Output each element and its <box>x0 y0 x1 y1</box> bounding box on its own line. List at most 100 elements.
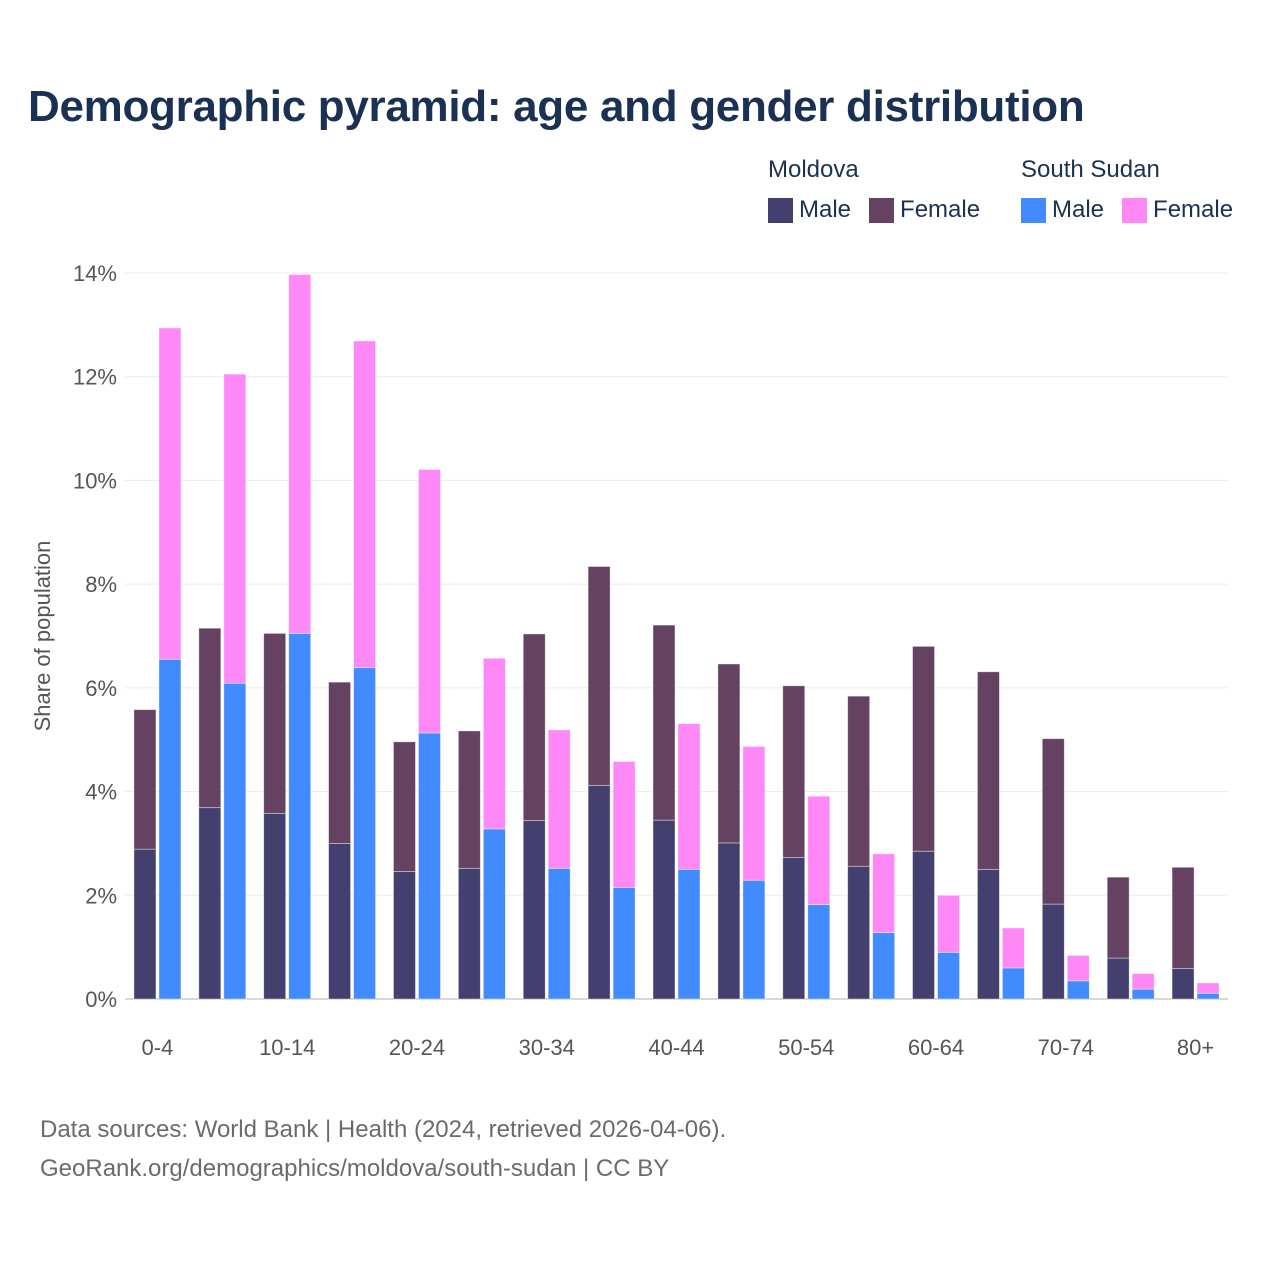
bar-south-sudan-male[interactable] <box>937 951 960 1000</box>
bar-south-sudan-male[interactable] <box>612 887 636 1000</box>
bar-south-sudan-female[interactable] <box>937 894 960 953</box>
bar-moldova-female[interactable] <box>1041 738 1065 905</box>
bar-moldova-male[interactable] <box>912 850 935 1000</box>
legend-label: Male <box>1052 196 1105 223</box>
y-tick-label: 0% <box>85 987 117 1012</box>
y-tick-label: 12% <box>73 365 117 390</box>
bar-south-sudan-female[interactable] <box>1066 955 1090 982</box>
bar-south-sudan-male[interactable] <box>1066 980 1090 1000</box>
bar-south-sudan-female[interactable] <box>158 327 182 660</box>
legend-label: Male <box>799 196 852 223</box>
bar-south-sudan-female[interactable] <box>1002 927 1025 969</box>
bar-south-sudan-male[interactable] <box>677 868 701 1000</box>
legend-swatch-icon <box>1021 197 1046 223</box>
legend-swatch-icon <box>869 197 895 223</box>
bar-moldova-female[interactable] <box>522 633 546 822</box>
x-tick-label: 20-24 <box>389 1035 445 1060</box>
bar-south-sudan-female[interactable] <box>223 373 247 684</box>
bar-moldova-male[interactable] <box>263 812 287 1000</box>
legend-swatch-icon <box>768 197 793 223</box>
y-tick-label: 6% <box>85 676 117 701</box>
bar-south-sudan-female[interactable] <box>418 469 441 734</box>
legend-item-south-sudan-female[interactable]: Female <box>1122 196 1233 224</box>
bar-south-sudan-male[interactable] <box>418 732 441 1000</box>
bar-south-sudan-male[interactable] <box>288 633 312 1000</box>
y-axis-ticks: 0% 2% 4% 6% 8% 10% 12% 14% <box>73 261 117 1012</box>
bar-moldova-male[interactable] <box>198 807 222 1000</box>
bar-south-sudan-male[interactable] <box>1131 988 1155 1000</box>
footer-attribution[interactable]: GeoRank.org/demographics/moldova/south-s… <box>40 1155 670 1182</box>
bar-south-sudan-female[interactable] <box>1131 973 1155 990</box>
bar-south-sudan-male[interactable] <box>742 879 766 1000</box>
y-tick-label: 8% <box>85 572 117 597</box>
bar-moldova-female[interactable] <box>263 633 287 814</box>
bar-moldova-male[interactable] <box>977 868 1000 1000</box>
legend-label: Female <box>1153 196 1234 223</box>
bar-south-sudan-female[interactable] <box>547 729 571 869</box>
bar-moldova-female[interactable] <box>717 663 741 844</box>
x-tick-label: 40-44 <box>648 1035 704 1060</box>
bar-south-sudan-female[interactable] <box>1196 982 1220 994</box>
bar-moldova-female[interactable] <box>328 681 351 844</box>
bar-moldova-female[interactable] <box>587 566 611 786</box>
bar-south-sudan-female[interactable] <box>353 340 376 669</box>
bar-moldova-male[interactable] <box>717 842 741 1000</box>
bar-south-sudan-female[interactable] <box>807 795 831 906</box>
bar-south-sudan-female[interactable] <box>288 274 312 634</box>
legend-title-moldova: Moldova <box>768 156 859 183</box>
bar-moldova-male[interactable] <box>652 819 676 1000</box>
bar-moldova-female[interactable] <box>847 695 871 867</box>
bar-south-sudan-male[interactable] <box>223 682 247 1000</box>
bar-moldova-male[interactable] <box>133 848 157 1000</box>
bar-south-sudan-female[interactable] <box>482 657 506 830</box>
legend-south-sudan: South Sudan Male Female <box>1021 156 1233 230</box>
bar-moldova-female[interactable] <box>977 671 1000 870</box>
bar-moldova-male[interactable] <box>457 867 481 1000</box>
chart-title: Demographic pyramid: age and gender dist… <box>28 82 1085 131</box>
x-axis-ticks: 0-4 10-14 20-24 30-34 40-44 50-54 60-64 70-74 80… <box>142 1035 1215 1060</box>
x-tick-label: 30-34 <box>519 1035 575 1060</box>
y-tick-label: 10% <box>73 468 117 493</box>
y-axis-title: Share of population <box>30 541 55 732</box>
bar-moldova-male[interactable] <box>522 820 546 1000</box>
x-tick-label: 80+ <box>1177 1035 1214 1060</box>
bar-moldova-male[interactable] <box>587 784 611 1000</box>
bar-south-sudan-male[interactable] <box>482 828 506 1000</box>
legend-item-moldova-male[interactable]: Male <box>768 196 851 224</box>
x-tick-label: 60-64 <box>908 1035 964 1060</box>
bar-moldova-female[interactable] <box>1171 866 1195 969</box>
bar-south-sudan-male[interactable] <box>1196 992 1220 1000</box>
bar-moldova-female[interactable] <box>652 624 676 821</box>
bar-south-sudan-female[interactable] <box>872 853 896 934</box>
bar-moldova-male[interactable] <box>328 843 351 1000</box>
bar-moldova-female[interactable] <box>912 645 935 852</box>
bar-south-sudan-female[interactable] <box>677 723 701 870</box>
legend-item-south-sudan-male[interactable]: Male <box>1021 196 1104 224</box>
bar-moldova-female[interactable] <box>457 730 481 869</box>
bar-south-sudan-male[interactable] <box>158 658 182 1000</box>
legend-moldova: Moldova Male Female <box>768 156 998 230</box>
bar-moldova-male[interactable] <box>393 871 416 1000</box>
bar-south-sudan-male[interactable] <box>872 932 896 1000</box>
bar-south-sudan-female[interactable] <box>742 746 766 881</box>
bar-south-sudan-male[interactable] <box>1002 967 1025 1000</box>
bar-south-sudan-male[interactable] <box>807 904 831 1000</box>
bar-south-sudan-female[interactable] <box>612 761 636 888</box>
bar-south-sudan-male[interactable] <box>547 867 571 1000</box>
legend-label: Female <box>900 196 981 223</box>
bar-moldova-male[interactable] <box>1106 957 1130 1000</box>
bar-moldova-male[interactable] <box>1041 903 1065 1000</box>
legend-item-moldova-female[interactable]: Female <box>869 196 980 224</box>
bar-moldova-female[interactable] <box>393 741 416 872</box>
x-tick-label: 0-4 <box>142 1035 174 1060</box>
bar-moldova-male[interactable] <box>1171 968 1195 1000</box>
bar-south-sudan-male[interactable] <box>353 667 376 1000</box>
y-tick-label: 4% <box>85 780 117 805</box>
bar-moldova-male[interactable] <box>847 865 871 1000</box>
bar-moldova-male[interactable] <box>782 857 806 1000</box>
bar-moldova-female[interactable] <box>1106 876 1130 959</box>
bar-moldova-female[interactable] <box>133 709 157 850</box>
bar-moldova-female[interactable] <box>198 627 222 809</box>
bar-moldova-female[interactable] <box>782 685 806 858</box>
